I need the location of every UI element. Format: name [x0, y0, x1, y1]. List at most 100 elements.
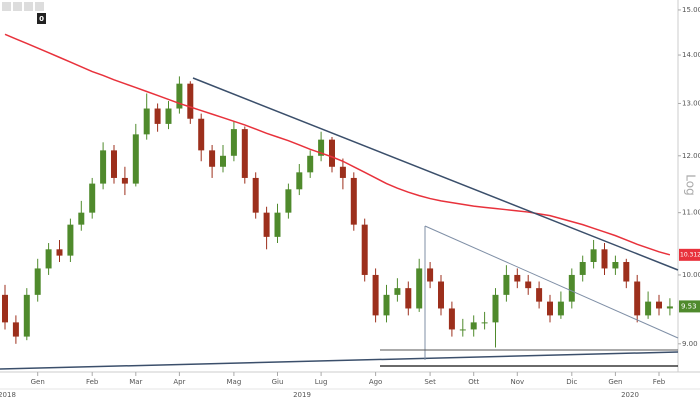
candle-body: [481, 322, 488, 324]
candle-body: [405, 288, 412, 309]
candle-body: [427, 268, 434, 282]
candle-body: [536, 288, 543, 302]
candle-body: [187, 83, 194, 119]
year-label: 2020: [621, 391, 639, 399]
year-label: 2019: [293, 391, 311, 399]
candle-body: [448, 308, 455, 330]
candle-body: [198, 118, 205, 151]
candle-body: [263, 212, 270, 237]
candle-body: [503, 274, 510, 295]
x-tick-label: Dic: [566, 378, 577, 386]
x-tick-label: Mar: [129, 378, 142, 386]
candle-body: [285, 189, 292, 213]
candle-body: [656, 301, 662, 309]
y-tick-label: 10.00: [682, 271, 700, 279]
candle-body: [12, 322, 19, 337]
y-tick-label: 9.00: [682, 340, 698, 348]
candle-body: [296, 172, 303, 190]
candle-body: [416, 268, 423, 309]
candle-body: [132, 134, 139, 184]
candle-body: [394, 288, 401, 295]
candle-body: [525, 281, 532, 289]
candle-body: [230, 129, 237, 156]
tool-button[interactable]: [2, 2, 11, 11]
year-label: 2018: [0, 391, 16, 399]
candle-body: [209, 150, 216, 167]
x-tick-label: Set: [424, 378, 436, 386]
candle-body: [350, 177, 357, 225]
candle-body: [45, 249, 52, 269]
candle-body: [470, 322, 477, 330]
x-tick-label: Apr: [173, 378, 185, 386]
trendlines: [0, 77, 679, 370]
candle-body: [372, 274, 379, 316]
x-tick-label: Gen: [31, 378, 45, 386]
last-price-box: [679, 300, 700, 313]
candle-body: [121, 177, 128, 184]
candle-body: [547, 301, 553, 316]
candle-body: [176, 83, 183, 109]
candle-body: [459, 329, 466, 331]
candle-body: [634, 281, 641, 316]
candle-body: [67, 224, 74, 256]
candle-body: [241, 129, 248, 178]
candle-body: [274, 212, 281, 237]
candle-body: [645, 301, 652, 316]
candle-body: [111, 150, 117, 178]
candle-body: [23, 294, 30, 337]
candle-body: [56, 249, 63, 256]
candle-body: [318, 139, 325, 156]
y-tick-label: 13.00: [682, 99, 700, 107]
candle-body: [557, 301, 564, 316]
candle-body: [383, 294, 390, 316]
candles: [2, 33, 673, 348]
candle-body: [329, 139, 335, 167]
candle-body: [34, 268, 41, 295]
candle-body: [165, 108, 172, 124]
y-tick-label: 15.00: [682, 6, 700, 14]
badge-text: 0: [39, 15, 44, 23]
last-price-label: 9.53: [681, 302, 697, 310]
x-tick-label: Nov: [510, 378, 524, 386]
badge: [37, 13, 46, 24]
x-tick-label: Feb: [86, 378, 99, 386]
candle-body: [492, 294, 499, 323]
x-tick-label: Gen: [608, 378, 622, 386]
candle-body: [2, 294, 8, 323]
x-tick-label: Lug: [315, 378, 328, 386]
candle-body: [666, 306, 673, 309]
trendline: [192, 77, 679, 271]
tool-button[interactable]: [13, 2, 22, 11]
candle-body: [568, 274, 575, 302]
trendline: [424, 225, 679, 339]
tool-button[interactable]: [35, 2, 44, 11]
axis-title: Log: [684, 174, 698, 195]
y-tick-label: 12.00: [682, 152, 700, 160]
candle-body: [220, 155, 226, 167]
x-tick-label: Ago: [369, 378, 383, 386]
candle-body: [339, 166, 346, 178]
candle-body: [623, 262, 630, 282]
candle-body: [307, 155, 314, 173]
y-tick-label: 11.00: [682, 209, 700, 217]
candle-body: [252, 177, 259, 213]
candle-body: [579, 262, 586, 275]
x-tick-label: Mag: [227, 378, 242, 386]
x-tick-label: Giu: [272, 378, 284, 386]
candle-body: [612, 262, 619, 269]
candle-body: [89, 183, 96, 213]
candle-body: [154, 108, 161, 124]
candle-body: [100, 150, 107, 184]
x-tick-label: Feb: [653, 378, 666, 386]
tool-button[interactable]: [24, 2, 33, 11]
candle-body: [590, 249, 597, 263]
ma-value-label: 10.3125: [680, 251, 700, 258]
y-tick-label: 14.00: [682, 51, 700, 59]
candle-body: [143, 108, 150, 135]
ma-value-box: [679, 248, 700, 261]
toolbar: 0: [2, 2, 46, 24]
trendline: [0, 351, 679, 370]
